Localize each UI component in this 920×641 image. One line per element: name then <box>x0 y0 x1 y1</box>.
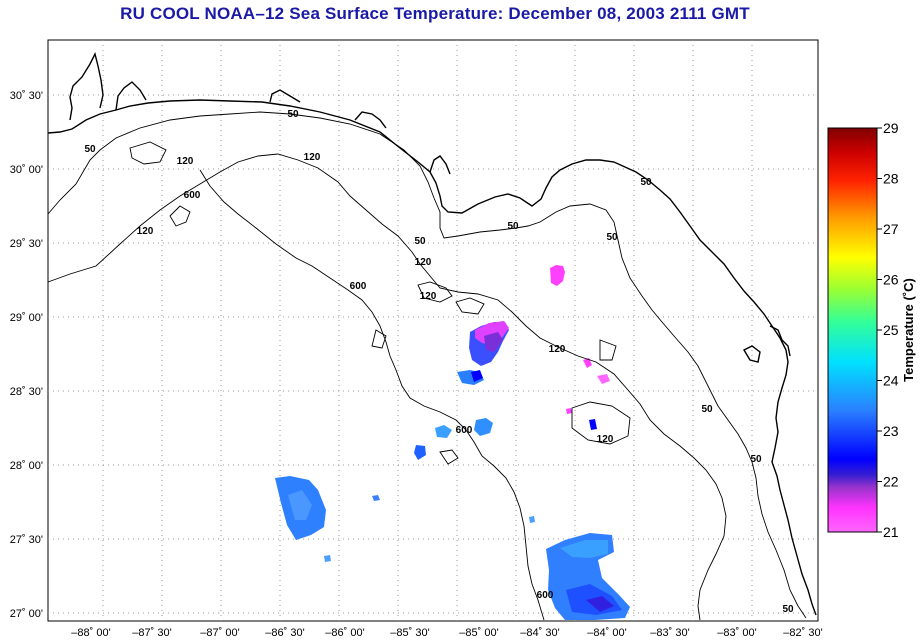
lon-tick-label: –85˚ 30' <box>390 627 429 639</box>
longitude-labels: –88˚ 00' –87˚ 30' –87˚ 00' –86˚ 30' –86˚ 00'… <box>71 627 822 639</box>
lon-tick-label: –82˚ 30' <box>783 627 822 639</box>
contour-label: 120 <box>304 152 321 163</box>
lon-tick-label: –88˚ 00' <box>71 627 110 639</box>
lat-tick-label: 27˚ 30' <box>10 534 43 546</box>
colorbar-tick-label: 25 <box>883 322 899 338</box>
colorbar-tick-label: 29 <box>883 120 899 136</box>
contour-label: 50 <box>606 232 618 243</box>
contour-labels: 50 50 50 50 50 50 50 50 50 120 120 120 120 120 120 120 6… <box>84 109 794 615</box>
lon-tick-label: –84˚ 00' <box>587 627 626 639</box>
map-frame <box>47 39 819 622</box>
contour-label: 50 <box>414 236 426 247</box>
lon-tick-label: –83˚ 00' <box>717 627 756 639</box>
colorbar-tick-label: 22 <box>883 474 899 490</box>
contour-label: 120 <box>137 226 154 237</box>
sst-data-patches <box>275 265 630 620</box>
colorbar-tick-label: 26 <box>883 272 899 288</box>
latitude-labels: 30˚ 30' 30˚ 00' 29˚ 30' 29˚ 00' 28˚ 30' 28˚ 0… <box>10 90 43 620</box>
colorbar-tick-label: 24 <box>883 373 899 389</box>
lat-tick-label: 27˚ 00' <box>10 608 43 620</box>
contour-label: 600 <box>350 281 367 292</box>
lon-tick-label: –86˚ 30' <box>265 627 304 639</box>
contour-label: 50 <box>640 177 652 188</box>
contour-label: 120 <box>177 156 194 167</box>
lon-tick-label: –83˚ 30' <box>650 627 689 639</box>
lat-tick-label: 29˚ 00' <box>10 312 43 324</box>
colorbar-gradient <box>827 127 878 533</box>
graticule <box>48 40 818 621</box>
lon-tick-label: –85˚ 00' <box>459 627 498 639</box>
lon-tick-label: –87˚ 30' <box>132 627 171 639</box>
contour-label: 50 <box>750 454 762 465</box>
colorbar-tick-label: 28 <box>883 171 899 187</box>
contour-label: 50 <box>507 221 519 232</box>
colorbar-tick-label: 21 <box>883 524 899 540</box>
lon-tick-label: –87˚ 00' <box>200 627 239 639</box>
lat-tick-label: 30˚ 00' <box>10 164 43 176</box>
lon-tick-label: –86˚ 00' <box>325 627 364 639</box>
contour-label: 50 <box>84 144 96 155</box>
colorbar-tick-label: 27 <box>883 221 899 237</box>
contour-label: 50 <box>701 404 713 415</box>
contour-label: 600 <box>537 590 554 601</box>
lat-tick-label: 29˚ 30' <box>10 238 43 250</box>
colorbar: 29 28 27 26 25 24 23 22 21 Temperature (˚C) <box>827 120 916 540</box>
colorbar-ticks: 29 28 27 26 25 24 23 22 21 <box>877 120 899 540</box>
contour-label: 50 <box>287 109 299 120</box>
contour-label: 120 <box>549 344 566 355</box>
lat-tick-label: 28˚ 00' <box>10 460 43 472</box>
lat-tick-label: 28˚ 30' <box>10 386 43 398</box>
contour-label: 120 <box>420 291 437 302</box>
lat-tick-label: 30˚ 30' <box>10 90 43 102</box>
contour-label: 600 <box>184 190 201 201</box>
contour-label: 600 <box>456 425 473 436</box>
map-title: RU COOL NOAA–12 Sea Surface Temperature:… <box>120 4 750 23</box>
lon-tick-label: –84˚ 30' <box>520 627 559 639</box>
colorbar-tick-label: 23 <box>883 423 899 439</box>
bathymetry-contours <box>47 111 807 621</box>
contour-label: 120 <box>415 257 432 268</box>
contour-label: 120 <box>597 434 614 445</box>
colorbar-label: Temperature (˚C) <box>901 278 916 382</box>
contour-label: 50 <box>782 604 794 615</box>
coastline <box>47 51 817 616</box>
